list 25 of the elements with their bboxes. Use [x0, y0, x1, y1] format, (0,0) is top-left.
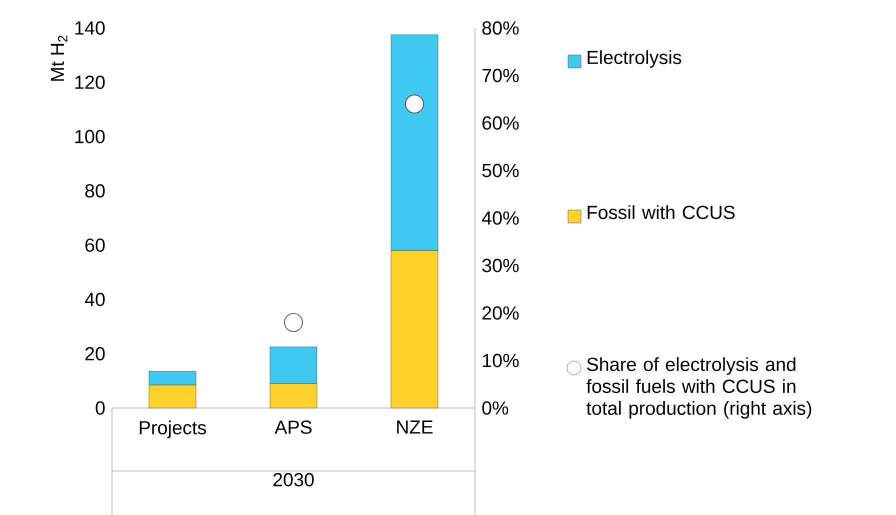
y2-tick-label: 80%: [482, 21, 519, 35]
x-tick-label: NZE: [397, 420, 433, 434]
y-tick-label: 80: [85, 184, 105, 198]
x-tick-label: Projects: [140, 420, 206, 438]
y-tick-label: 40: [84, 292, 105, 306]
y2-tick-label: 20%: [482, 306, 519, 320]
y-tick-label: 100: [75, 130, 105, 144]
legend-label: Fossil with CCUS: [588, 205, 735, 220]
y2-tick-label: 10%: [482, 354, 519, 368]
y2-tick-label: 40%: [482, 211, 519, 225]
x-tick-label: APS: [274, 420, 312, 434]
y2-tick-label: 50%: [482, 164, 519, 178]
y-tick-label: 60: [85, 238, 105, 252]
y2-tick-label: 0%: [482, 401, 508, 415]
y-tick-label: 120: [75, 76, 105, 89]
y2-tick-label: 30%: [482, 258, 519, 272]
y2-tick-label: 70%: [482, 68, 519, 82]
x-axis-title: 2030: [273, 472, 314, 486]
legend-label: Share of electrolysis and fossil fuels with CCUS in total production (right axis): [586, 357, 812, 419]
y-tick-label: 0: [96, 401, 105, 415]
y-tick-label: 140: [75, 21, 105, 35]
y-tick-label: 20: [85, 347, 105, 360]
y2-tick-label: 60%: [482, 116, 519, 130]
legend-label: Electrolysis: [588, 50, 682, 68]
y-axis-title: Mt H$_{2}$: [50, 36, 68, 81]
